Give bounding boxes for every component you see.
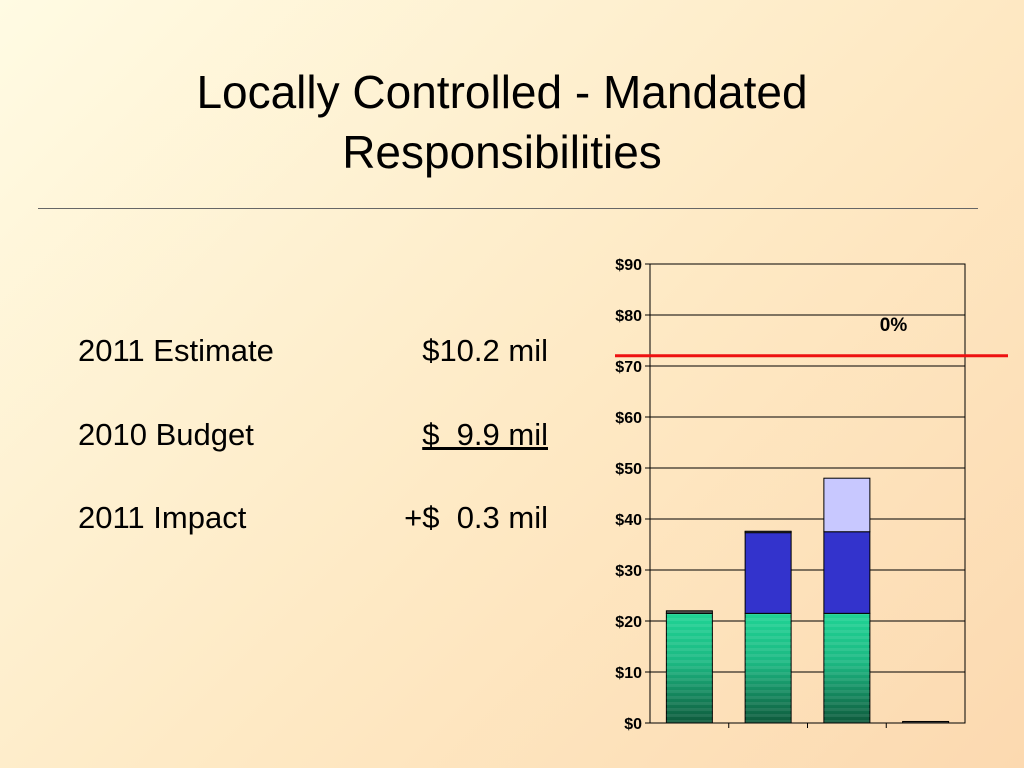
y-tick-label: $10 [615,665,642,682]
impact-value: +$ 0.3 mil [404,500,548,535]
y-tick-label: $0 [624,716,642,733]
estimate-value: $10.2 mil [422,333,548,368]
bar-segment [823,477,871,533]
title-line-1: Locally Controlled - Mandated [196,66,808,118]
bar-segment [744,531,792,614]
y-tick-label: $20 [615,614,642,631]
impact-label: 2011 Impact [78,500,247,535]
bar-cap [744,530,792,534]
estimate-row: 2011 Estimate $10.2 mil [78,329,548,373]
bar-segment [823,531,871,614]
y-tick-label: $90 [615,257,642,274]
title-divider [38,208,978,209]
estimate-label: 2011 Estimate [78,333,274,368]
slide-title: Locally Controlled - Mandated Responsibi… [0,62,1004,182]
budget-value: $ 9.9 mil [422,417,548,452]
bar-segment-texture [823,613,870,723]
percent-annotation: 0% [880,315,908,336]
y-tick-label: $80 [615,308,642,325]
y-tick-label: $60 [615,410,642,427]
impact-row: 2011 Impact +$ 0.3 mil [78,496,548,540]
title-line-2: Responsibilities [342,126,662,178]
budget-row: 2010 Budget $ 9.9 mil [78,413,548,457]
y-tick-label: $50 [615,461,642,478]
y-tick-label: $40 [615,512,642,529]
bar-cap [665,610,713,614]
budget-label: 2010 Budget [78,417,254,452]
y-tick-label: $30 [615,563,642,580]
bar-segment-texture [745,613,792,723]
bar-segment-texture [666,613,713,723]
y-tick-label: $70 [615,359,642,376]
